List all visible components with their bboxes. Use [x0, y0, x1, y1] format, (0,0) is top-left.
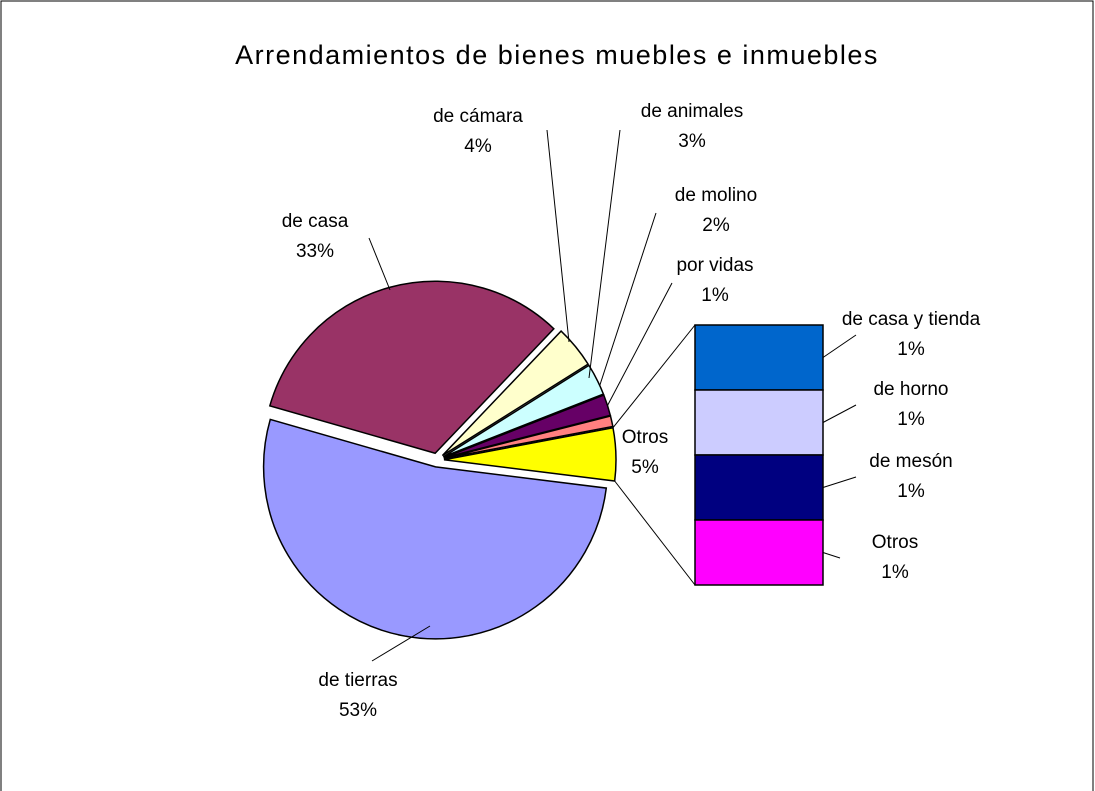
slice-value-label: 3% [678, 131, 706, 152]
bar-value-label: 1% [897, 409, 925, 430]
leader-line [595, 212, 657, 398]
pie-slice [443, 426, 617, 482]
slice-label: de tierras [318, 670, 397, 691]
bar-segment [694, 324, 824, 391]
leader-line [822, 552, 841, 559]
slice-value-label: 4% [464, 136, 492, 157]
pie-slice [443, 394, 612, 459]
pie-slice [442, 364, 605, 458]
bar-value-label: 1% [897, 481, 925, 502]
leader-line [822, 334, 857, 358]
leader-line [368, 237, 391, 291]
leader-line [601, 282, 673, 417]
slice-label: de casa [282, 211, 349, 232]
slice-label: de molino [675, 185, 757, 206]
bar-segment [694, 389, 824, 456]
slice-label: Otros [622, 427, 668, 448]
slice-label: de cámara [433, 106, 523, 127]
slice-value-label: 1% [701, 285, 729, 306]
pie-slice [262, 418, 608, 640]
bar-value-label: 1% [881, 562, 909, 583]
slice-value-label: 53% [339, 700, 377, 721]
pie-slice [268, 280, 555, 455]
slice-value-label: 2% [702, 215, 730, 236]
leader-line [822, 476, 857, 488]
connector-line [612, 324, 696, 429]
bar-value-label: 1% [897, 339, 925, 360]
slice-label: de animales [641, 101, 743, 122]
bar-label: de mesón [869, 451, 952, 472]
bar-segment [694, 454, 824, 521]
pie-slice [441, 330, 590, 457]
leader-line [588, 129, 621, 379]
slice-value-label: 5% [631, 457, 659, 478]
leader-line [822, 404, 857, 423]
connector-line [614, 480, 696, 586]
bar-segment [694, 519, 824, 586]
slice-label: por vidas [676, 255, 753, 276]
bar-label: de horno [873, 379, 948, 400]
bar-label: de casa y tienda [842, 309, 981, 330]
leader-line [371, 625, 431, 662]
slice-value-label: 33% [296, 241, 334, 262]
bar-label: Otros [872, 532, 918, 553]
chart-title: Arrendamientos de bienes muebles e inmue… [235, 40, 879, 70]
leader-line [546, 129, 570, 343]
